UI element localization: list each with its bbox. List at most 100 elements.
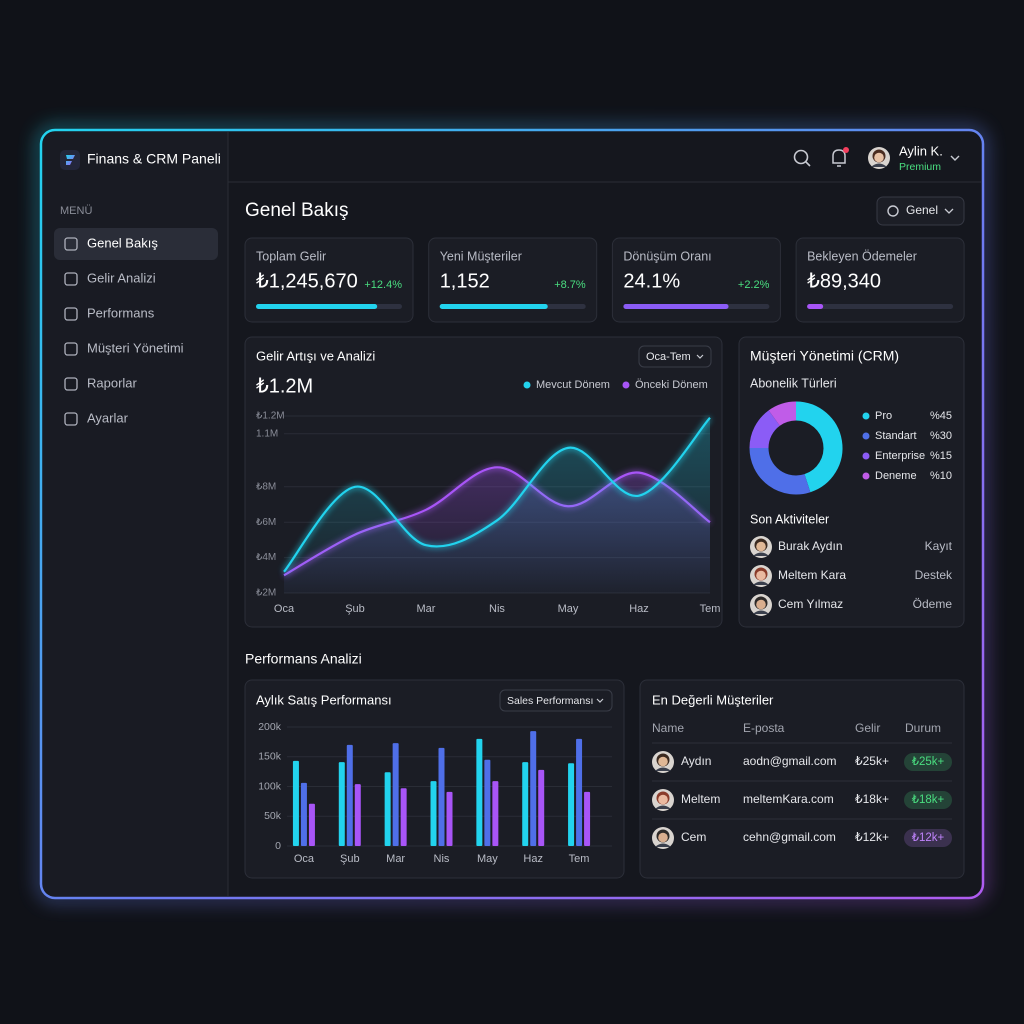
bar xyxy=(446,791,453,846)
menu-icon xyxy=(64,342,78,356)
menu-item[interactable]: Ayarlar xyxy=(87,410,129,425)
y-tick-label: ₺8M xyxy=(256,481,276,492)
filter-chevron xyxy=(944,208,954,214)
customer-email: cehn@gmail.com xyxy=(743,830,836,844)
customer-avatar-face xyxy=(658,756,668,767)
chart-filter[interactable] xyxy=(499,689,613,712)
status-label: ₺12k+ xyxy=(912,832,945,844)
table-card xyxy=(639,679,965,879)
filter-label: Genel xyxy=(906,203,938,217)
x-tick-label: Tem xyxy=(569,853,590,865)
kpi-value: ₺1,245,670 xyxy=(256,270,358,292)
customer-email: aodn@gmail.com xyxy=(743,754,837,768)
status-label: ₺18k+ xyxy=(912,794,945,806)
legend-label: Deneme xyxy=(875,470,917,482)
menu-item[interactable]: Gelir Analizi xyxy=(87,270,156,285)
y-tick-label: 100k xyxy=(258,780,282,792)
search-icon[interactable] xyxy=(793,149,809,165)
activity-avatar-face xyxy=(756,599,766,610)
menu-item[interactable]: Raporlar xyxy=(87,375,138,390)
section-title: Son Aktiviteler xyxy=(750,512,829,526)
chart-title: Gelir Artışı ve Analizi xyxy=(256,348,375,363)
donut-segment xyxy=(749,410,781,449)
x-tick-label: Şub xyxy=(345,603,365,615)
search-icon-handle xyxy=(805,161,811,167)
legend-label: Önceki Dönem xyxy=(635,379,708,391)
user-avatar-body xyxy=(871,163,887,167)
user-name: Aylin K. xyxy=(899,143,943,158)
kpi-label: Toplam Gelir xyxy=(256,249,326,263)
menu-item[interactable]: Genel Bakış xyxy=(87,235,158,250)
menu-active[interactable] xyxy=(54,228,218,260)
kpi-value: 24.1% xyxy=(623,270,680,292)
line xyxy=(283,417,711,573)
menu-item[interactable]: Performans xyxy=(87,305,155,320)
x-tick-label: Oca xyxy=(294,853,315,865)
notification-dot xyxy=(843,147,849,153)
y-tick-label: 50k xyxy=(264,810,282,822)
filter-button[interactable] xyxy=(876,196,965,226)
kpi-label: Dönüşüm Oranı xyxy=(623,249,711,263)
bell-icon[interactable] xyxy=(832,149,846,167)
y-tick-label: 150k xyxy=(258,751,282,763)
menu-item[interactable]: Müşteri Yönetimi xyxy=(87,340,184,355)
table-header: Gelir xyxy=(855,721,880,735)
bar xyxy=(538,769,545,846)
legend-dot xyxy=(862,472,870,480)
x-tick-label: Şub xyxy=(340,853,360,865)
donut-segment xyxy=(749,447,811,495)
bar xyxy=(584,791,591,846)
bar xyxy=(300,782,307,846)
activity-avatar-face xyxy=(756,570,766,581)
data-label: %15 xyxy=(930,450,952,462)
x-tick-label: May xyxy=(477,853,498,865)
bar xyxy=(492,781,499,846)
menu-icon xyxy=(64,412,78,426)
customer-name: Meltem xyxy=(681,792,720,806)
kpi-value: 1,152 xyxy=(440,270,490,292)
user-tier: Premium xyxy=(899,161,941,173)
bar xyxy=(384,772,391,846)
kpi-card xyxy=(611,237,781,323)
x-tick-label: Tem xyxy=(700,603,721,615)
x-tick-label: Nis xyxy=(434,853,450,865)
kpi-label: Yeni Müşteriler xyxy=(440,249,522,263)
bar xyxy=(476,738,483,846)
customer-avatar-body xyxy=(655,767,671,771)
customer-name: Aydın xyxy=(681,754,711,768)
table-header: Durum xyxy=(905,721,941,735)
customer-revenue: ₺18k+ xyxy=(855,792,889,806)
y-tick-label: 200k xyxy=(258,721,282,733)
legend-dot xyxy=(862,452,870,460)
customer-avatar-body xyxy=(655,805,671,809)
menu-icon xyxy=(64,237,78,251)
y-tick-label: ₺4M xyxy=(256,552,276,563)
chart-filter[interactable] xyxy=(638,345,712,368)
kpi-change: +12.4% xyxy=(364,279,402,291)
status-badge xyxy=(904,829,952,847)
y-tick-label: ₺2M xyxy=(256,588,276,599)
bar xyxy=(292,760,299,846)
menu-label: MENÜ xyxy=(60,205,92,217)
legend-dot xyxy=(862,432,870,440)
status-badge xyxy=(904,791,952,809)
legend-dot xyxy=(862,412,870,420)
app-title: Finans & CRM Paneli xyxy=(87,151,221,167)
bar xyxy=(400,788,407,846)
data-label: %45 xyxy=(930,410,952,422)
legend-label: Enterprise xyxy=(875,450,925,462)
bar xyxy=(354,784,361,846)
section-title: Performans Analizi xyxy=(245,651,362,667)
card-title: Müşteri Yönetimi (CRM) xyxy=(750,348,899,364)
bar xyxy=(568,763,575,846)
page-title: Genel Bakış xyxy=(245,200,349,221)
activity-avatar-body xyxy=(753,610,769,614)
logo xyxy=(60,150,80,170)
x-tick-label: May xyxy=(558,603,579,615)
gear-icon xyxy=(887,205,899,217)
bar xyxy=(484,759,491,846)
bar xyxy=(346,744,353,846)
user-menu-chevron[interactable] xyxy=(950,155,960,161)
activity-action: Destek xyxy=(915,568,953,582)
customer-avatar-face xyxy=(658,832,668,843)
